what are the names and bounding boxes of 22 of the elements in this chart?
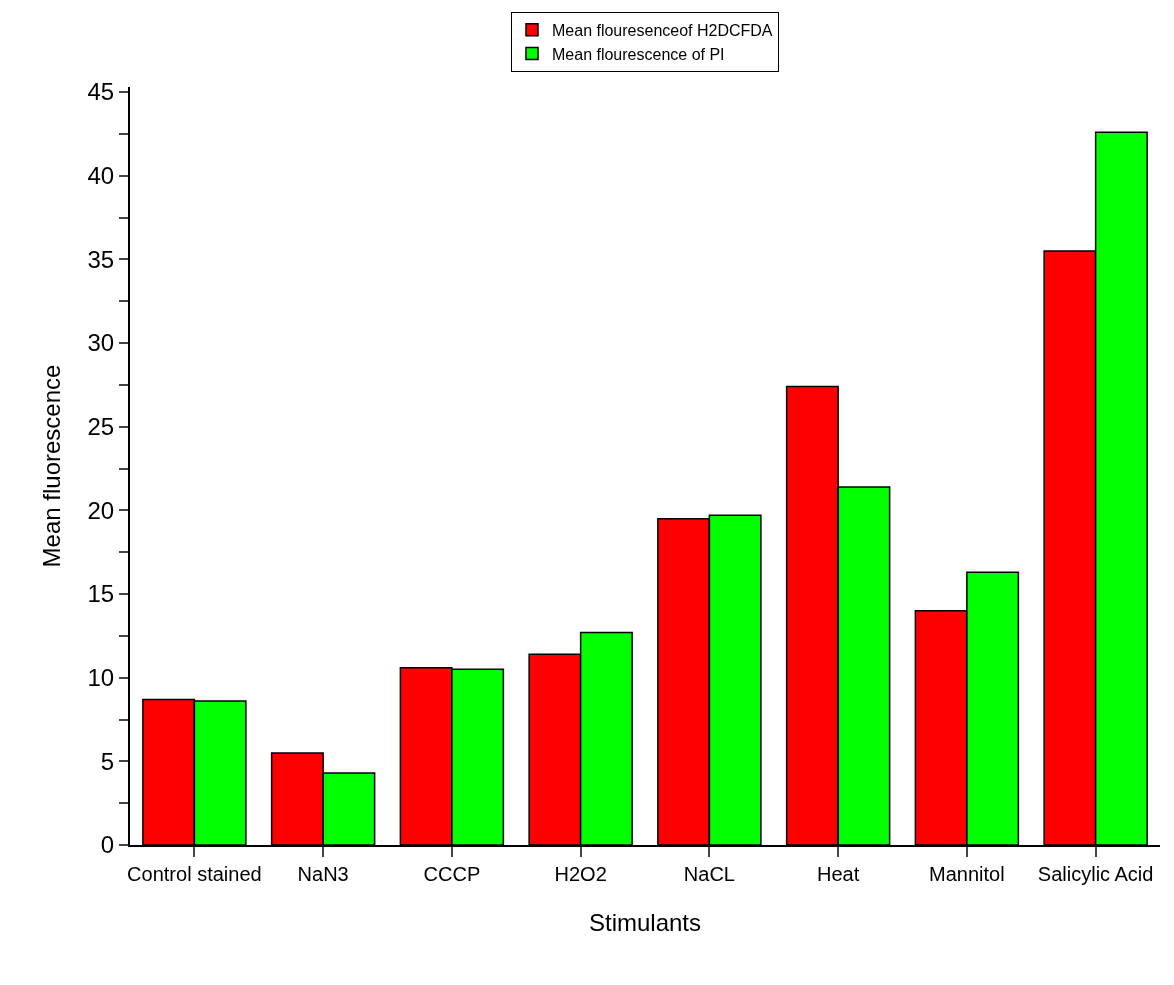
x-tick-label: Salicylic Acid (1037, 863, 1154, 885)
y-tick-label: 30 (87, 329, 115, 357)
y-tick-label: 15 (87, 580, 115, 608)
x-tick-label: NaN3 (297, 863, 349, 885)
y-axis-title: Mean fluorescence (38, 364, 66, 568)
y-tick-label: 25 (87, 413, 115, 441)
x-tick-label: NaCL (683, 863, 735, 885)
y-tick-label: 5 (100, 747, 115, 775)
y-tick-label: 0 (100, 831, 115, 859)
x-tick-label: Heat (817, 863, 860, 885)
x-tick-label: CCCP (423, 863, 481, 885)
y-tick-label: 35 (87, 245, 115, 273)
x-axis-title: Stimulants (588, 908, 702, 936)
legend-label: Mean flouresenceof H2DCFDA (552, 21, 773, 39)
x-tick-label: Mannitol (929, 863, 1005, 885)
y-tick-label: 40 (87, 162, 115, 190)
y-tick-label: 10 (87, 664, 115, 692)
legend-label: Mean flourescence of PI (552, 45, 725, 63)
y-tick-label: 20 (87, 496, 115, 524)
y-tick-label: 45 (87, 78, 115, 106)
x-tick-label: H2O2 (554, 863, 607, 885)
x-tick-label: Control stained (127, 863, 262, 885)
